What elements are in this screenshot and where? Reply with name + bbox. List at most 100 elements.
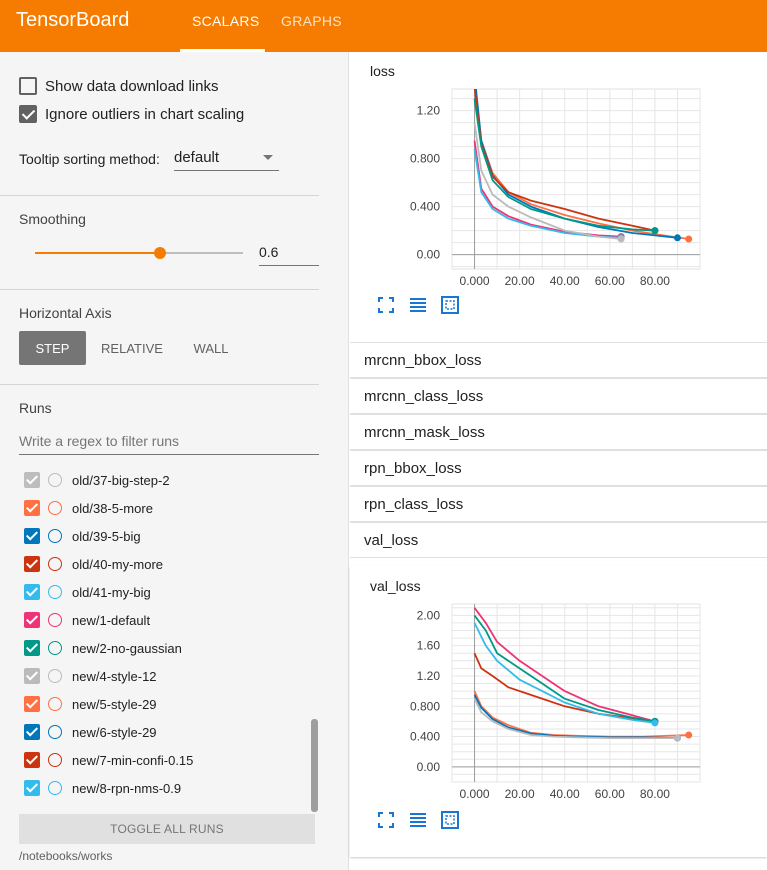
val-loss-chart-card: val_loss 0.000 20.00 40.00 60.00 80.00 0.00 0.…: [350, 566, 767, 857]
tab-scalars[interactable]: SCALARS: [192, 13, 260, 29]
plot-area: [451, 88, 701, 270]
run-row[interactable]: new/5-style-29: [24, 693, 157, 715]
series-line: [473, 698, 678, 740]
ignore-outliers-checkbox[interactable]: Ignore outliers in chart scaling: [19, 105, 244, 123]
checkbox-label: Show data download links: [45, 77, 219, 95]
run-row[interactable]: new/2-no-gaussian: [24, 637, 182, 659]
app-title: TensorBoard: [16, 9, 130, 31]
series-end-point: [617, 235, 625, 243]
y-tick-label: 0.400: [410, 730, 440, 744]
category-row[interactable]: mrcnn_class_loss: [350, 378, 767, 414]
run-radio[interactable]: [48, 641, 62, 655]
val-loss-chart[interactable]: 0.000 20.00 40.00 60.00 80.00 0.00 0.400 0.800 1…: [350, 566, 767, 857]
run-row[interactable]: new/8-rpn-nms-0.9: [24, 777, 181, 799]
toggle-all-runs-button[interactable]: TOGGLE ALL RUNS: [19, 814, 315, 844]
series-line: [473, 98, 655, 232]
series-end-point: [673, 734, 681, 742]
series-end-point: [651, 227, 659, 235]
fullscreen-icon[interactable]: [377, 811, 395, 829]
axis-wall-button[interactable]: WALL: [193, 340, 229, 356]
sidebar: [0, 52, 348, 870]
slider-knob[interactable]: [153, 247, 166, 259]
run-checkbox[interactable]: [24, 584, 40, 600]
category-row[interactable]: rpn_class_loss: [350, 486, 767, 522]
tab-graphs[interactable]: GRAPHS: [281, 13, 342, 29]
run-checkbox[interactable]: [24, 780, 40, 796]
list-icon[interactable]: [409, 811, 427, 829]
chart-title: loss: [370, 63, 395, 79]
run-row[interactable]: old/37-big-step-2: [24, 469, 170, 491]
run-radio[interactable]: [48, 697, 62, 711]
category-label: rpn_class_loss: [364, 496, 464, 513]
run-radio[interactable]: [48, 781, 62, 795]
run-radio[interactable]: [48, 473, 62, 487]
divider: [0, 289, 319, 290]
run-checkbox[interactable]: [24, 472, 40, 488]
checkbox-box[interactable]: [19, 77, 37, 95]
show-download-links-checkbox[interactable]: Show data download links: [19, 77, 218, 95]
run-row[interactable]: new/1-default: [24, 609, 150, 631]
category-label: mrcnn_class_loss: [364, 388, 484, 405]
tooltip-sort-dropdown[interactable]: default: [174, 145, 279, 171]
category-row[interactable]: rpn_bbox_loss: [350, 450, 767, 486]
run-radio[interactable]: [48, 557, 62, 571]
run-row[interactable]: old/39-5-big: [24, 525, 141, 547]
run-checkbox[interactable]: [24, 612, 40, 628]
fit-domain-icon[interactable]: [441, 811, 459, 829]
divider: [0, 384, 319, 385]
run-radio[interactable]: [48, 725, 62, 739]
smoothing-slider[interactable]: [35, 247, 243, 259]
run-radio[interactable]: [48, 613, 62, 627]
run-radio[interactable]: [48, 669, 62, 683]
category-row[interactable]: val_loss: [350, 522, 767, 558]
fullscreen-icon[interactable]: [377, 296, 395, 314]
run-checkbox[interactable]: [24, 500, 40, 516]
category-label: mrcnn_bbox_loss: [364, 352, 482, 369]
run-row[interactable]: new/4-style-12: [24, 665, 157, 687]
smoothing-title: Smoothing: [19, 211, 86, 227]
log-directory: /notebooks/works: [19, 849, 113, 863]
run-row[interactable]: new/6-style-29: [24, 721, 157, 743]
run-checkbox[interactable]: [24, 724, 40, 740]
run-label: new/5-style-29: [72, 696, 157, 712]
run-label: new/8-rpn-nms-0.9: [72, 780, 182, 796]
run-radio[interactable]: [48, 501, 62, 515]
y-tick-label: 0.800: [410, 152, 440, 166]
run-row[interactable]: old/40-my-more: [24, 553, 163, 575]
fit-domain-icon[interactable]: [441, 296, 459, 314]
run-checkbox[interactable]: [24, 752, 40, 768]
run-radio[interactable]: [48, 585, 62, 599]
x-tick-label: 60.00: [595, 274, 625, 288]
run-checkbox[interactable]: [24, 668, 40, 684]
run-row[interactable]: new/7-min-confi-0.15: [24, 749, 193, 771]
run-checkbox[interactable]: [24, 556, 40, 572]
run-checkbox[interactable]: [24, 528, 40, 544]
run-filter-input[interactable]: Write a regex to filter runs: [19, 430, 319, 455]
y-tick-label: 1.60: [417, 639, 441, 653]
run-label: old/38-5-more: [72, 500, 153, 516]
smoothing-value-input[interactable]: 0.6: [259, 240, 319, 266]
run-checkbox[interactable]: [24, 640, 40, 656]
loss-chart[interactable]: 0.000 20.00 40.00 60.00 80.00 0.00 0.400 0.800 1…: [350, 52, 767, 340]
category-row[interactable]: mrcnn_mask_loss: [350, 414, 767, 450]
run-checkbox[interactable]: [24, 696, 40, 712]
axis-step-button[interactable]: STEP: [19, 331, 86, 365]
run-radio[interactable]: [48, 753, 62, 767]
series-end-point: [651, 719, 659, 727]
run-row[interactable]: old/41-my-big: [24, 581, 151, 603]
checkbox-box[interactable]: [19, 105, 37, 123]
x-tick-label: 40.00: [550, 787, 580, 801]
run-label: new/4-style-12: [72, 668, 157, 684]
y-tick-label: 1.20: [417, 669, 441, 683]
run-radio[interactable]: [48, 529, 62, 543]
series-end-point: [685, 235, 693, 243]
run-row[interactable]: old/38-5-more: [24, 497, 153, 519]
list-icon[interactable]: [409, 296, 427, 314]
y-tick-label: 1.20: [417, 104, 441, 118]
run-label: new/7-min-confi-0.15: [72, 752, 194, 768]
series-line: [473, 614, 656, 723]
runs-scrollbar[interactable]: [311, 719, 318, 812]
category-row[interactable]: mrcnn_bbox_loss: [350, 342, 767, 378]
axis-relative-button[interactable]: RELATIVE: [101, 340, 163, 356]
x-tick-label: 0.000: [460, 274, 490, 288]
